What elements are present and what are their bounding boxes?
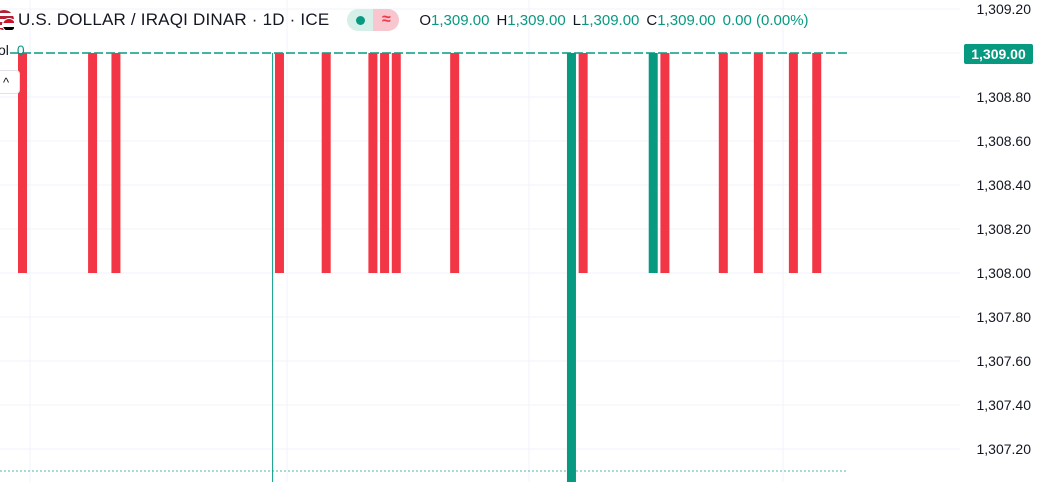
price-bar: [391, 53, 401, 273]
price-bar: [812, 53, 822, 273]
close-key: C: [646, 11, 658, 29]
flat-bars: [0, 52, 848, 472]
price-tick-label: 1,307.80: [977, 309, 1032, 325]
price-tick-label: 1,307.20: [977, 441, 1032, 457]
current-price-tag: 1,309.00: [964, 44, 1033, 64]
price-bar: [718, 53, 728, 273]
chevron-up-icon: ^: [2, 74, 10, 90]
price-tick-label: 1,309.20: [977, 1, 1032, 17]
price-bar: [274, 53, 284, 273]
grid-lines: [0, 0, 960, 482]
wave-icon: ≈: [373, 9, 400, 31]
open-key: O: [419, 11, 432, 29]
price-bar: [648, 53, 658, 273]
chart-legend: U.S. DOLLAR / IRAQI DINAR · 1D · ICE ≈ O…: [0, 9, 809, 31]
price-tick-label: 1,308.20: [977, 221, 1032, 237]
price-tick-label: 1,308.80: [977, 89, 1032, 105]
price-bar: [450, 53, 460, 273]
ohlc-values: O 1,309.00 H 1,309.00 L 1,309.00 C 1,309.00 …: [419, 12, 808, 29]
price-tick-label: 1,307.60: [977, 353, 1032, 369]
low-key: L: [572, 11, 582, 29]
price-bar: [788, 53, 798, 273]
change-value: 0.00 (0.00%): [722, 11, 809, 29]
price-tick-label: 1,307.40: [977, 397, 1032, 413]
high-key: H: [496, 11, 508, 29]
price-bar: [660, 53, 670, 273]
price-bar: [368, 53, 378, 273]
collapse-legend-button[interactable]: ^: [0, 70, 20, 94]
low-value: 1,309.00: [581, 11, 640, 29]
close-value: 1,309.00: [657, 11, 716, 29]
price-bar: [380, 53, 390, 273]
currency-flag-icon: [0, 10, 14, 30]
market-status-pill[interactable]: ≈: [347, 9, 400, 31]
price-bar: [753, 53, 763, 273]
ohlc-bars: [18, 53, 822, 482]
price-bar: [566, 53, 576, 482]
price-tick-label: 1,308.60: [977, 133, 1032, 149]
volume-value: 0: [16, 42, 25, 58]
market-open-dot-icon: [355, 15, 365, 25]
price-tick-label: 1,308.00: [977, 265, 1032, 281]
price-bar: [321, 53, 331, 273]
price-tick-label: 1,308.40: [977, 177, 1032, 193]
high-value: 1,309.00: [507, 11, 566, 29]
price-axis[interactable]: 1,307.20 1,307.40 1,307.60 1,307.80 1,308.00…: [977, 1, 1032, 457]
price-bar: [578, 53, 588, 273]
open-value: 1,309.00: [431, 11, 490, 29]
volume-label: ol: [0, 42, 9, 58]
symbol-title[interactable]: U.S. DOLLAR / IRAQI DINAR · 1D · ICE: [18, 10, 330, 29]
volume-legend: ol 0: [0, 42, 25, 58]
price-bar: [18, 53, 27, 273]
price-bar: [111, 53, 121, 273]
price-bar: [88, 53, 98, 273]
